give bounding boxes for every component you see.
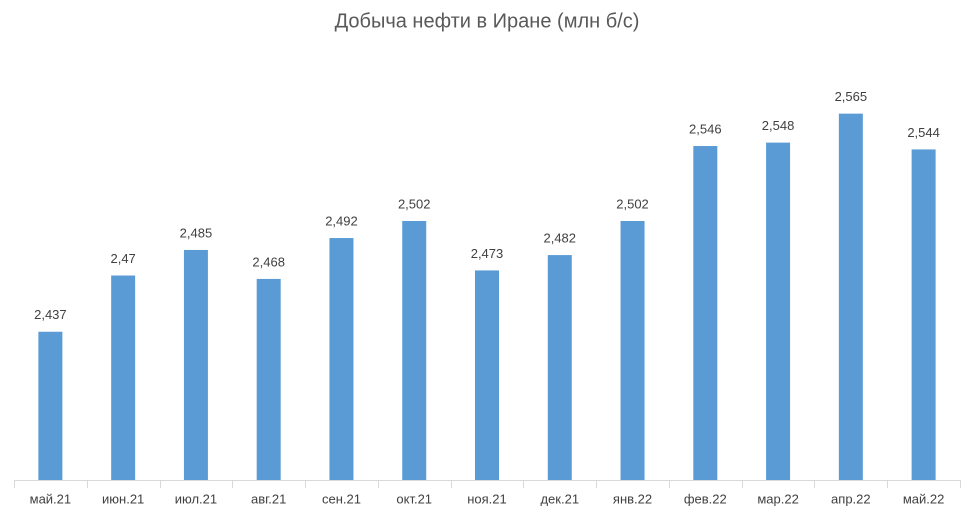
x-tick-label: май.21	[30, 491, 72, 506]
x-tick-label: авг.21	[251, 491, 286, 506]
bar	[38, 331, 63, 480]
x-tick-label: май.22	[903, 491, 945, 506]
bar	[475, 270, 499, 480]
data-label: 2,544	[907, 125, 940, 140]
x-tick-label: сен.21	[322, 491, 361, 506]
data-label: 2,546	[689, 121, 722, 136]
data-label: 2,468	[252, 254, 285, 269]
bar	[183, 249, 208, 480]
bar	[402, 220, 427, 480]
x-tick-label: фев.22	[684, 491, 727, 506]
data-label: 2,473	[471, 246, 504, 261]
bar	[111, 275, 136, 480]
x-tick-label: июл.21	[175, 491, 217, 506]
data-label: 2,492	[325, 213, 358, 228]
x-tick-label: окт.21	[396, 491, 432, 506]
data-label: 2,548	[762, 118, 795, 133]
bar	[766, 142, 791, 480]
x-tick-label: дек.21	[540, 491, 579, 506]
data-label: 2,502	[616, 196, 649, 211]
bar	[693, 146, 718, 481]
bar	[329, 238, 354, 480]
data-label: 2,437	[34, 307, 67, 322]
x-tick-label: ноя.21	[467, 491, 507, 506]
bar	[547, 255, 572, 480]
data-label: 2,482	[543, 231, 576, 246]
data-label: 2,47	[110, 251, 135, 266]
data-label: 2,485	[180, 225, 213, 240]
bar	[620, 220, 645, 480]
bar	[838, 113, 863, 480]
chart-title: Добыча нефти в Иране (млн б/с)	[335, 10, 640, 32]
x-tick-label: апр.22	[831, 491, 871, 506]
bar	[911, 149, 936, 480]
x-tick-label: янв.22	[613, 491, 652, 506]
x-tick-label: мар.22	[757, 491, 798, 506]
data-label: 2,565	[835, 89, 868, 104]
x-tick-label: июн.21	[102, 491, 144, 506]
bar	[256, 278, 281, 480]
data-label: 2,502	[398, 196, 431, 211]
